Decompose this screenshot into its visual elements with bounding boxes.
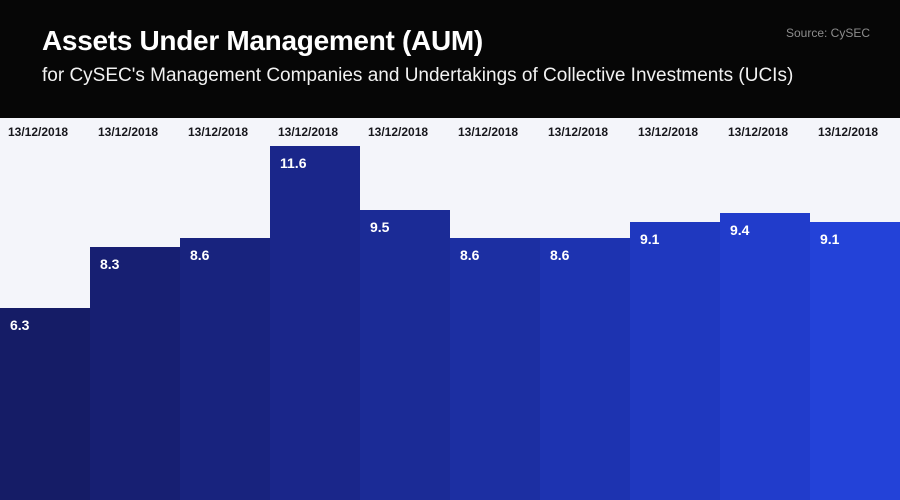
bar: 8.6 — [180, 238, 270, 500]
bar-value-label: 8.6 — [550, 247, 570, 263]
chart-column: 13/12/2018 9.1 — [810, 118, 900, 500]
bar-value-label: 9.4 — [730, 222, 750, 238]
chart-column: 13/12/2018 8.6 — [450, 118, 540, 500]
category-label: 13/12/2018 — [638, 125, 699, 139]
category-label: 13/12/2018 — [368, 125, 429, 139]
chart-column: 13/12/2018 8.3 — [90, 118, 180, 500]
bar-value-label: 8.6 — [190, 247, 210, 263]
bar: 8.6 — [540, 238, 630, 500]
category-label: 13/12/2018 — [818, 125, 879, 139]
bar: 8.6 — [450, 238, 540, 500]
chart-column: 13/12/2018 9.1 — [630, 118, 720, 500]
bar-value-label: 6.3 — [10, 317, 30, 333]
chart-column: 13/12/2018 9.5 — [360, 118, 450, 500]
category-label: 13/12/2018 — [98, 125, 159, 139]
bar-value-label: 9.5 — [370, 219, 390, 235]
bar: 9.1 — [810, 222, 900, 500]
bar: 11.6 — [270, 146, 360, 500]
bar-value-label: 8.3 — [100, 256, 120, 272]
category-label: 13/12/2018 — [278, 125, 339, 139]
category-label: 13/12/2018 — [458, 125, 519, 139]
category-label: 13/12/2018 — [548, 125, 609, 139]
bar: 9.1 — [630, 222, 720, 500]
bar: 9.5 — [360, 210, 450, 500]
source-label: Source: CySEC — [785, 26, 870, 40]
bar-chart: 13/12/2018 6.3 13/12/2018 8.3 13/12/2018 8.6 1… — [0, 118, 900, 500]
bar-value-label: 9.1 — [820, 231, 840, 247]
chart-header: Assets Under Management (AUM) for CySEC'… — [0, 0, 900, 118]
bar-value-label: 8.6 — [460, 247, 480, 263]
chart-column: 13/12/2018 11.6 — [270, 118, 360, 500]
bar-value-label: 11.6 — [280, 155, 307, 171]
category-label: 13/12/2018 — [728, 125, 789, 139]
bar: 6.3 — [0, 308, 90, 500]
chart-column: 13/12/2018 6.3 — [0, 118, 90, 500]
page-title: Assets Under Management (AUM) — [42, 25, 483, 56]
page-subtitle: for CySEC's Management Companies and Und… — [42, 64, 794, 86]
bar: 8.3 — [90, 247, 180, 500]
category-label: 13/12/2018 — [188, 125, 249, 139]
chart-column: 13/12/2018 8.6 — [540, 118, 630, 500]
bar: 9.4 — [720, 213, 810, 500]
chart-column: 13/12/2018 8.6 — [180, 118, 270, 500]
chart-column: 13/12/2018 9.4 — [720, 118, 810, 500]
bar-value-label: 9.1 — [640, 231, 660, 247]
category-label: 13/12/2018 — [8, 125, 69, 139]
